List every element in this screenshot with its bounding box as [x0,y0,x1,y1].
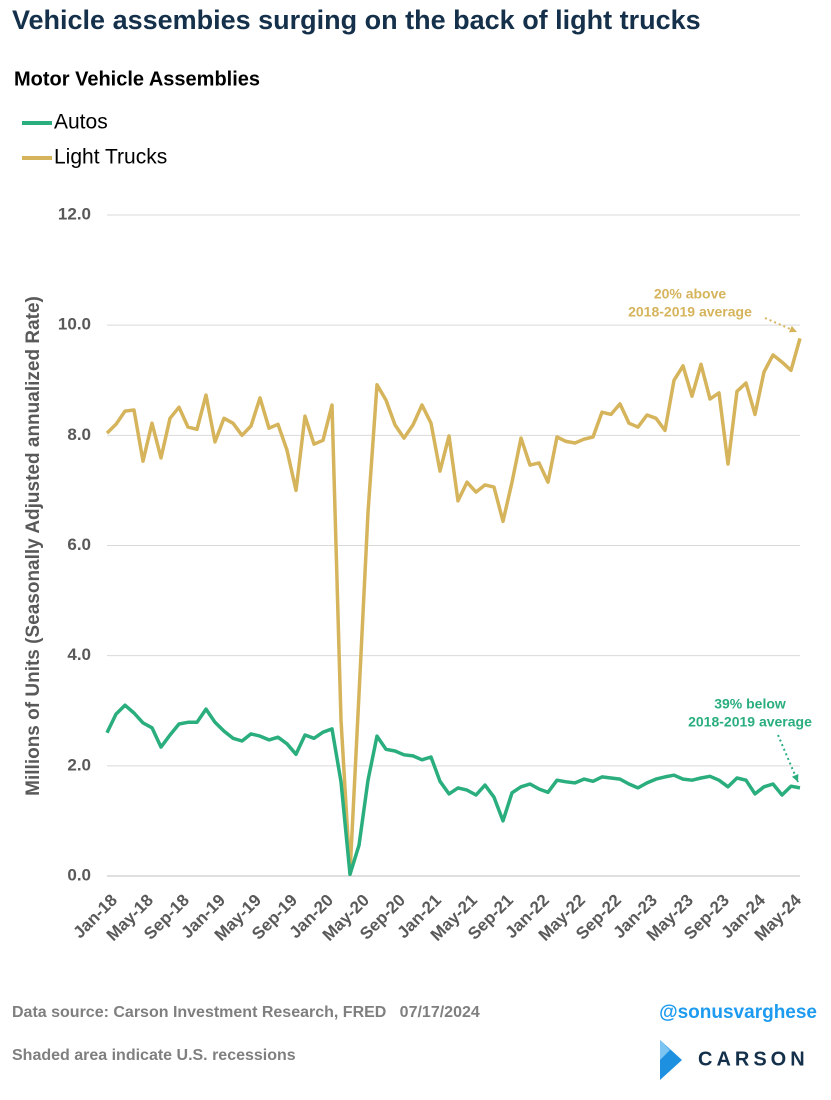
y-tick-label: 6.0 [67,535,91,554]
y-tick-label: 4.0 [67,645,91,664]
chart-title: Vehicle assembies surging on the back of… [12,5,701,35]
y-tick-label: 10.0 [58,315,91,334]
y-axis-label: Millions of Units (Seasonally Adjusted a… [23,296,44,796]
logo-mark [660,1040,670,1060]
annotation: 2018-2019 average [688,714,812,730]
annotation: 39% below [714,696,786,712]
data-line [105,337,802,875]
chart-subtitle: Motor Vehicle Assemblies [14,68,260,90]
annotation-arrow [764,317,798,333]
twitter-handle: @sonusvarghese [659,1002,817,1023]
annotation: 2018-2019 average [628,304,752,320]
y-tick-label: 0.0 [67,865,91,884]
legend-label: Light Trucks [54,146,167,169]
recession-note: Shaded area indicate U.S. recessions [12,1047,296,1064]
annotation: 20% above [654,286,727,302]
legend-label: Autos [54,111,108,134]
source-note: Data source: Carson Investment Research,… [12,1004,480,1021]
data-line [105,703,801,877]
annotation-arrow [777,734,799,783]
y-tick-label: 8.0 [67,425,91,444]
y-tick-label: 2.0 [67,755,91,774]
y-tick-label: 12.0 [58,204,91,223]
annotation-arrowhead [791,774,799,782]
logo-text: CARSON [698,1048,809,1070]
annotation-arrowhead [789,325,797,333]
